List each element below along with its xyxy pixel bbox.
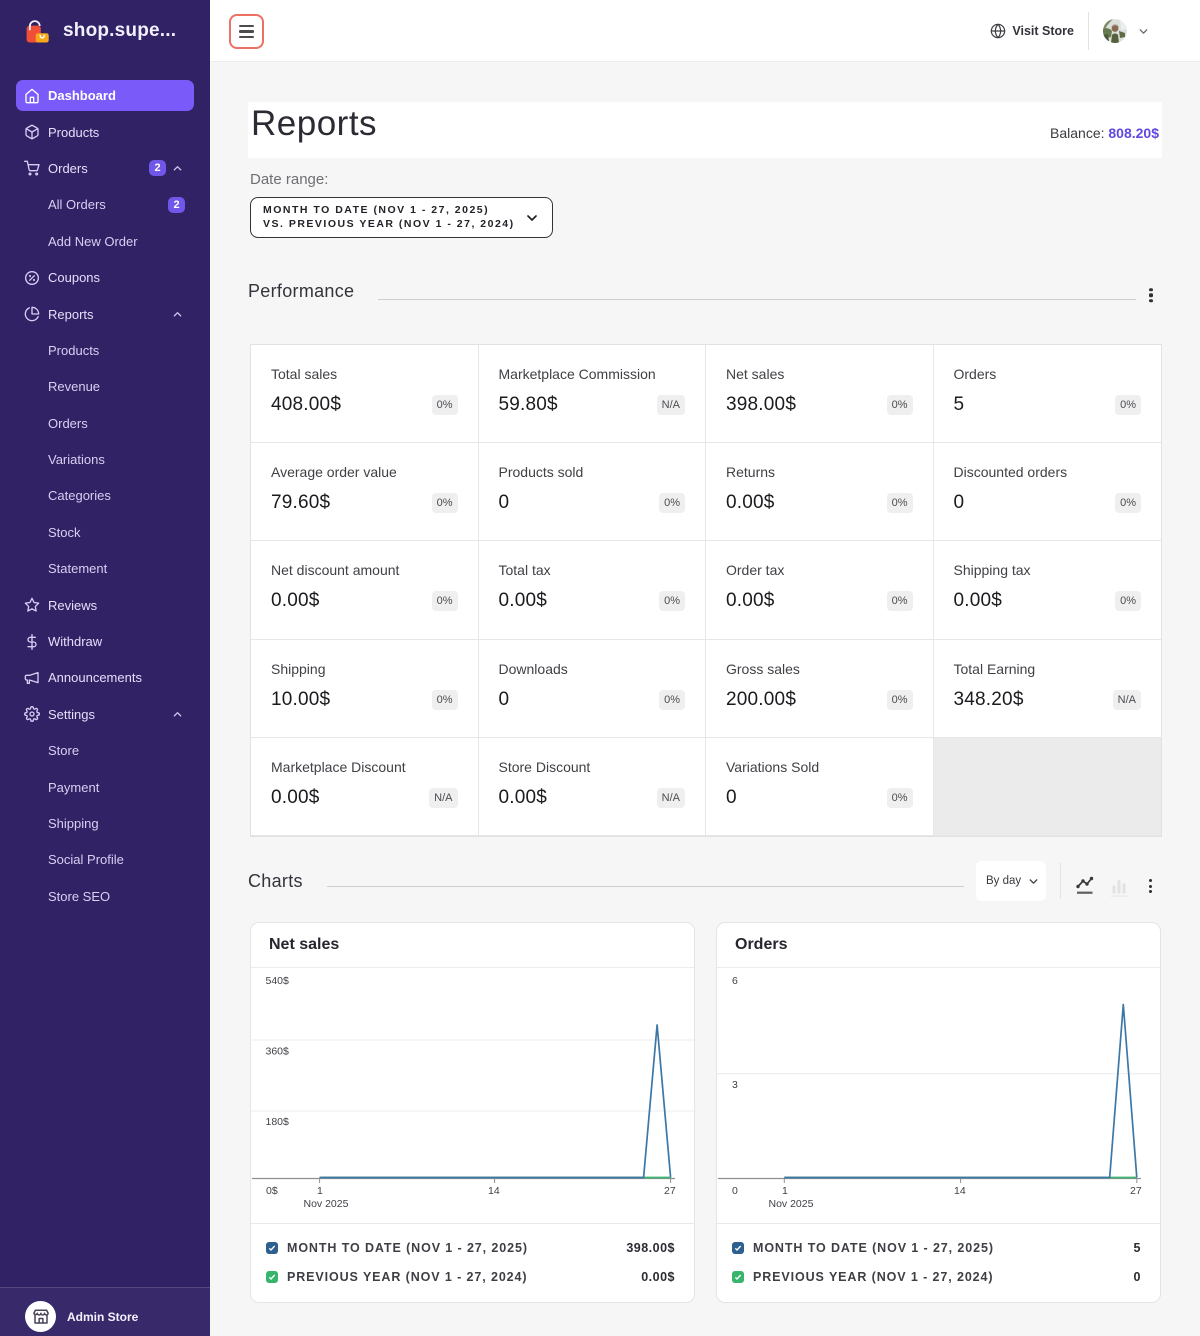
svg-text:0: 0 [732,1185,738,1197]
svg-text:27: 27 [664,1185,676,1197]
svg-text:540$: 540$ [266,975,290,987]
svg-text:6: 6 [732,975,738,987]
svg-text:0$: 0$ [266,1185,278,1197]
svg-text:180$: 180$ [266,1116,290,1128]
svg-text:Nov 2025: Nov 2025 [304,1198,349,1210]
svg-text:1: 1 [782,1185,788,1197]
svg-text:27: 27 [1130,1185,1142,1197]
svg-text:360$: 360$ [266,1046,290,1058]
svg-text:Nov 2025: Nov 2025 [769,1198,814,1210]
svg-text:14: 14 [954,1185,966,1197]
svg-text:3: 3 [732,1079,738,1091]
svg-text:1: 1 [317,1185,323,1197]
svg-text:14: 14 [488,1185,500,1197]
